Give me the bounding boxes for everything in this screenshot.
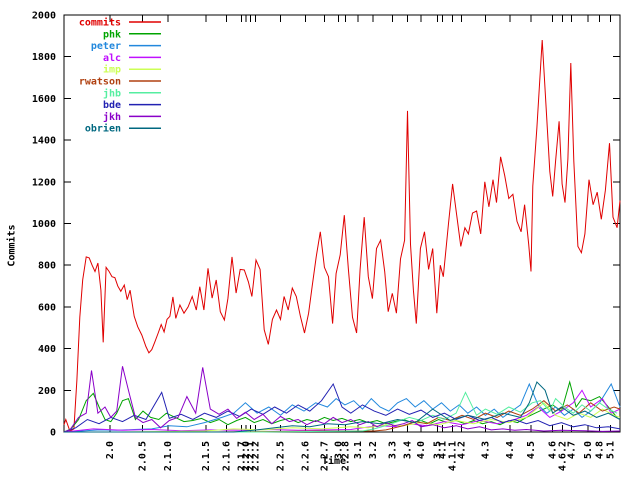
- y-tick-label: 1200: [32, 177, 56, 188]
- x-axis-label: Time: [322, 456, 347, 467]
- series-imp-line: [64, 402, 621, 433]
- series-obrien-line: [64, 381, 621, 433]
- legend-label-obrien: obrien: [85, 123, 121, 135]
- x-tick-label: 4.4: [505, 441, 516, 459]
- x-tick-label: 4.6.2: [558, 441, 569, 471]
- series-peter-line: [63, 382, 621, 433]
- legend-label-imp: imp: [103, 64, 121, 76]
- x-tick-label: 3.0: [333, 441, 344, 459]
- x-tick-label: 2.2.8: [341, 441, 352, 471]
- x-tick-label: 4.7: [566, 441, 577, 459]
- legend-label-bde: bde: [103, 100, 121, 111]
- y-tick-label: 0: [50, 428, 56, 439]
- x-tick-label: 2.2.7: [319, 441, 330, 471]
- x-tick-label: 4.0: [416, 441, 427, 459]
- series-jkh-line: [63, 366, 621, 433]
- x-tick-label: 3.3: [387, 441, 398, 459]
- x-tick-label: 4.8: [595, 441, 606, 459]
- x-tick-label: 4.3: [480, 441, 491, 459]
- y-tick-label: 1800: [32, 52, 56, 63]
- legend-label-jhb: jhb: [103, 87, 121, 99]
- x-tick-label: 2.2.0: [241, 441, 252, 471]
- series-commits-line: [63, 39, 621, 432]
- x-tick-label: 5.1: [606, 441, 617, 459]
- x-tick-label: 3.5: [432, 441, 443, 459]
- x-tick-label: 2.0: [105, 441, 116, 459]
- x-tick-label: 4.2: [456, 441, 467, 459]
- x-tick-label: 4.1: [438, 441, 449, 459]
- series-bde-line: [63, 382, 621, 433]
- x-tick-label: 5.0: [583, 441, 594, 459]
- y-tick-label: 400: [38, 344, 56, 355]
- x-tick-label: 2.2.2: [250, 441, 261, 471]
- x-tick-label: 4.6: [548, 441, 559, 459]
- x-tick-label: 2.2.5: [276, 441, 287, 471]
- x-tick-label: 2.1.7: [236, 441, 247, 471]
- x-tick-label: 3.4: [403, 441, 414, 459]
- x-tick-label: 2.1.6: [222, 441, 233, 471]
- y-tick-label: 2000: [32, 11, 56, 22]
- x-tick-label: 2.0.5: [137, 441, 148, 471]
- legend-label-peter: peter: [91, 41, 121, 52]
- legend-label-alc: alc: [103, 53, 121, 64]
- series-alc-line: [63, 389, 621, 433]
- legend-label-rwatson: rwatson: [79, 77, 121, 88]
- legend-label-jkh: jkh: [103, 111, 121, 123]
- y-tick-label: 1000: [32, 219, 56, 230]
- y-tick-label: 200: [38, 386, 56, 397]
- y-tick-label: 1600: [32, 94, 56, 105]
- x-tick-label: 2.1.0: [163, 441, 174, 471]
- x-tick-label: 2.2.1: [246, 441, 257, 471]
- legend-label-commits: commits: [79, 17, 121, 29]
- x-tick-label: 3.2: [368, 441, 379, 459]
- y-tick-label: 800: [38, 261, 56, 272]
- plot-border: [63, 14, 621, 433]
- legend-label-phk: phk: [103, 29, 121, 40]
- y-tick-label: 600: [38, 302, 56, 313]
- x-tick-label: 2.1.5: [201, 441, 212, 471]
- y-tick-label: 1400: [32, 136, 56, 147]
- x-tick-label: 4.1.1: [448, 441, 459, 471]
- x-tick-label: 4.5: [526, 441, 537, 459]
- x-tick-label: 2.2.6: [301, 441, 312, 471]
- series-jhb-line: [64, 391, 618, 433]
- x-tick-label: 3.1: [353, 441, 364, 459]
